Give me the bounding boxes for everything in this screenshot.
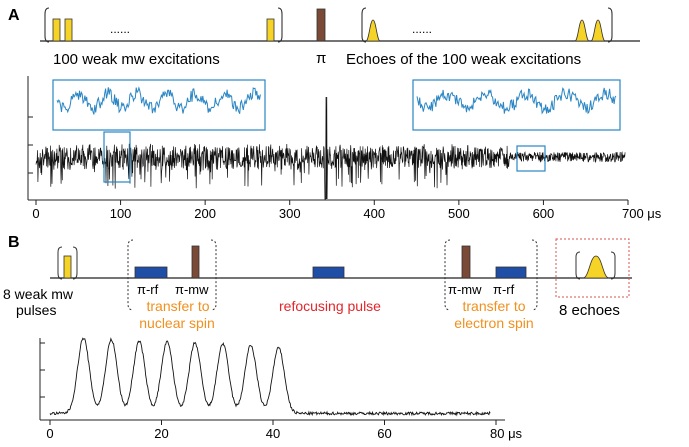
x-tick-label: 0 bbox=[32, 206, 39, 221]
weak-pulses-bracket-open bbox=[57, 246, 63, 280]
weak-mw-pulse bbox=[63, 255, 72, 279]
refocusing-label: refocusing pulse bbox=[279, 298, 381, 314]
mw-pulse-1 bbox=[52, 18, 61, 42]
panel-a-trace bbox=[35, 96, 626, 200]
inset-window-left bbox=[103, 131, 131, 183]
echo-bracket-open bbox=[575, 251, 581, 280]
panel-a-right-bracket-close bbox=[607, 7, 613, 43]
panel-a-x-ticks: 0 100 200 300 400 500 600 700 μs bbox=[32, 200, 662, 221]
panel-a-dots-left: ...... bbox=[110, 22, 130, 36]
x-tick-label: 200 bbox=[194, 206, 216, 221]
transfer-nuclear-label-1: transfer to bbox=[146, 298, 209, 314]
mw-pulse-2 bbox=[64, 18, 73, 42]
pi-rf-label-2: π-rf bbox=[493, 282, 515, 297]
echo-bracket-close bbox=[610, 251, 616, 280]
panel-b-letter: B bbox=[8, 234, 20, 251]
pi-mw-pulse-1 bbox=[191, 245, 200, 279]
x-tick-label: 300 bbox=[279, 206, 301, 221]
panel-b-x-ticks: 0 20 40 60 80 μs bbox=[46, 420, 523, 441]
inset-window-right bbox=[516, 145, 546, 172]
x-tick-label: 60 bbox=[377, 426, 391, 441]
x-tick-label: 0 bbox=[46, 426, 53, 441]
weak-pulses-bracket-close bbox=[72, 246, 78, 280]
x-tick-label: 40 bbox=[266, 426, 280, 441]
pi-rf-pulse-1 bbox=[134, 266, 168, 279]
echo-box bbox=[555, 238, 630, 298]
refocusing-rf-pulse bbox=[312, 266, 345, 279]
inset-right-trace bbox=[416, 87, 617, 115]
panel-b-axes bbox=[39, 338, 505, 421]
nuclear-transfer-bracket-open bbox=[127, 239, 134, 311]
pi-rf-label-1: π-rf bbox=[137, 282, 159, 297]
transfer-electron-label-2: electron spin bbox=[454, 315, 533, 331]
panel-a-letter: A bbox=[8, 7, 20, 24]
pi-mw-label-2: π-mw bbox=[448, 282, 482, 297]
echo-shape bbox=[582, 255, 610, 279]
x-tick-label: 400 bbox=[363, 206, 385, 221]
x-tick-label: 500 bbox=[448, 206, 470, 221]
pi-label: π bbox=[316, 50, 326, 67]
pi-rf-pulse-2 bbox=[495, 266, 527, 279]
x-tick-label: 100 bbox=[110, 206, 132, 221]
pi-mw-pulse-2 bbox=[461, 245, 471, 279]
nuclear-transfer-bracket-close bbox=[210, 239, 217, 311]
echoes-label-b: 8 echoes bbox=[559, 302, 620, 319]
electron-transfer-bracket-open bbox=[444, 239, 451, 311]
echo-1 bbox=[365, 19, 381, 42]
weak-pulses-label-1: 8 weak mw bbox=[3, 286, 74, 302]
x-tick-label: 80 μs bbox=[490, 426, 523, 441]
transfer-nuclear-label-2: nuclear spin bbox=[139, 315, 215, 331]
x-tick-label: 20 bbox=[154, 426, 168, 441]
x-tick-label: 600 bbox=[533, 206, 555, 221]
panel-a-axes bbox=[27, 76, 628, 201]
echo-100 bbox=[590, 19, 606, 42]
echoes-label-a: Echoes of the 100 weak excitations bbox=[346, 51, 581, 68]
inset-left-trace bbox=[56, 86, 261, 115]
panel-a-left-bracket-open bbox=[44, 7, 50, 43]
echo-99 bbox=[574, 19, 590, 42]
pi-pulse bbox=[316, 8, 326, 42]
transfer-electron-label-1: transfer to bbox=[462, 298, 525, 314]
x-tick-label: 700 μs bbox=[622, 206, 662, 221]
panel-b-trace bbox=[49, 337, 491, 417]
pi-mw-label-1: π-mw bbox=[175, 282, 209, 297]
electron-transfer-bracket-close bbox=[531, 239, 538, 311]
weak-pulses-label-2: pulses bbox=[16, 302, 56, 318]
panel-a-right-bracket-open bbox=[361, 7, 367, 43]
mw-pulse-100 bbox=[266, 18, 275, 42]
panel-a-dots-right: ...... bbox=[412, 22, 432, 36]
excitations-label: 100 weak mw excitations bbox=[53, 51, 220, 68]
panel-a-left-bracket-close bbox=[277, 7, 283, 43]
